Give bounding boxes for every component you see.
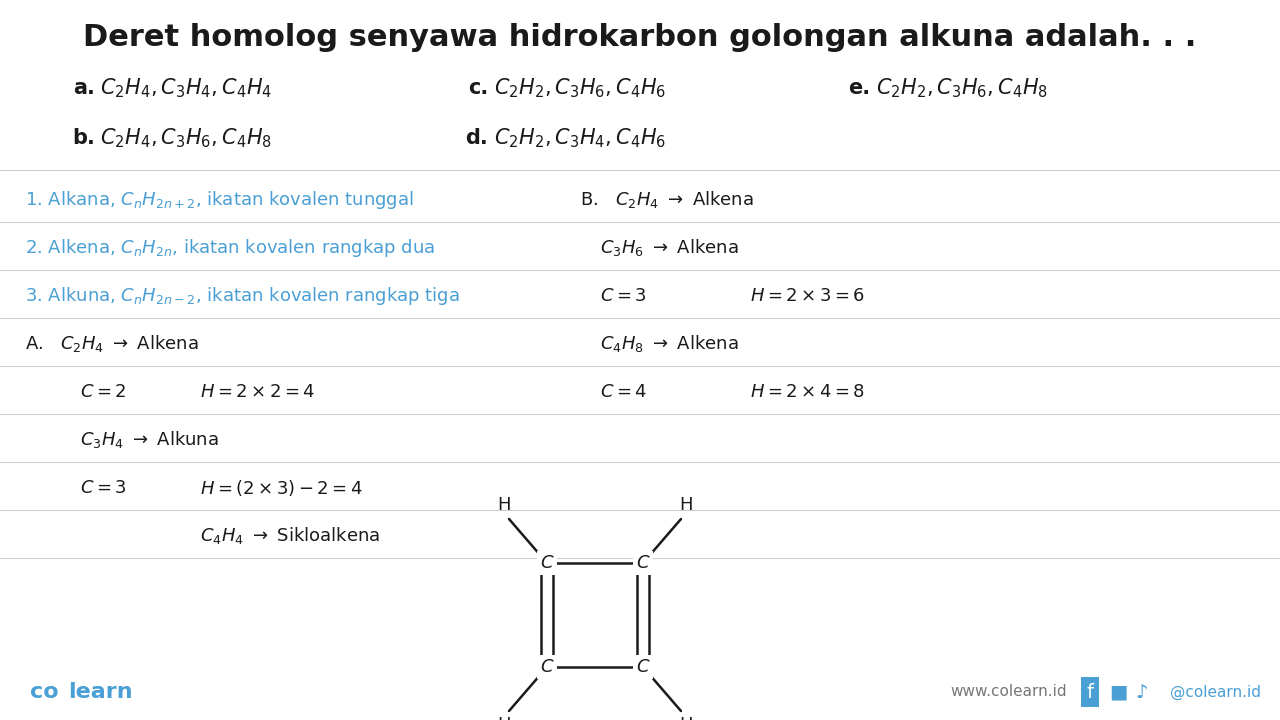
Text: f: f xyxy=(1087,683,1093,701)
Text: $C = 4$: $C = 4$ xyxy=(600,383,648,401)
Text: A.   $C_2H_4\ \rightarrow$ Alkena: A. $C_2H_4\ \rightarrow$ Alkena xyxy=(26,333,198,354)
Text: H: H xyxy=(680,716,692,720)
Text: $C = 2$: $C = 2$ xyxy=(79,383,127,401)
Text: 2. Alkena, $C_nH_{2n}$, ikatan kovalen rangkap dua: 2. Alkena, $C_nH_{2n}$, ikatan kovalen r… xyxy=(26,237,435,259)
Text: $C = 3$: $C = 3$ xyxy=(79,479,127,497)
Text: H: H xyxy=(680,496,692,514)
Text: $C$: $C$ xyxy=(540,658,554,676)
Text: Deret homolog senyawa hidrokarbon golongan alkuna adalah. . .: Deret homolog senyawa hidrokarbon golong… xyxy=(83,24,1197,53)
Text: $C_2H_2, C_3H_6, C_4H_6$: $C_2H_2, C_3H_6, C_4H_6$ xyxy=(494,76,666,100)
Text: $H = 2 \times 3 = 6$: $H = 2 \times 3 = 6$ xyxy=(750,287,865,305)
Text: H: H xyxy=(497,716,511,720)
Text: co: co xyxy=(29,682,59,702)
Text: $C_2H_4, C_3H_4, C_4H_4$: $C_2H_4, C_3H_4, C_4H_4$ xyxy=(100,76,273,100)
Text: B.   $C_2H_4\ \rightarrow$ Alkena: B. $C_2H_4\ \rightarrow$ Alkena xyxy=(580,189,754,210)
Text: $C$: $C$ xyxy=(636,658,650,676)
Text: www.colearn.id: www.colearn.id xyxy=(950,685,1066,700)
Text: 3. Alkuna, $C_nH_{2n-2}$, ikatan kovalen rangkap tiga: 3. Alkuna, $C_nH_{2n-2}$, ikatan kovalen… xyxy=(26,285,460,307)
Text: $C_2H_2, C_3H_4, C_4H_6$: $C_2H_2, C_3H_4, C_4H_6$ xyxy=(494,126,666,150)
Text: e.: e. xyxy=(847,78,870,98)
Text: $C$: $C$ xyxy=(636,554,650,572)
Text: learn: learn xyxy=(68,682,133,702)
Text: $C_3H_6\ \rightarrow$ Alkena: $C_3H_6\ \rightarrow$ Alkena xyxy=(600,238,739,258)
Text: $C_2H_4, C_3H_6, C_4H_8$: $C_2H_4, C_3H_6, C_4H_8$ xyxy=(100,126,271,150)
Text: c.: c. xyxy=(467,78,488,98)
Text: $C = 3$: $C = 3$ xyxy=(600,287,646,305)
Text: $C_3H_4\ \rightarrow$ Alkuna: $C_3H_4\ \rightarrow$ Alkuna xyxy=(79,430,219,451)
Text: H: H xyxy=(497,496,511,514)
Text: @colearn.id: @colearn.id xyxy=(1170,685,1261,700)
Text: ■: ■ xyxy=(1108,683,1128,701)
Text: $H = 2 \times 4 = 8$: $H = 2 \times 4 = 8$ xyxy=(750,383,865,401)
Text: ♪: ♪ xyxy=(1135,683,1148,701)
Text: $C_2H_2, C_3H_6, C_4H_8$: $C_2H_2, C_3H_6, C_4H_8$ xyxy=(876,76,1048,100)
Text: $C$: $C$ xyxy=(540,554,554,572)
Text: $H = 2 \times 2 = 4$: $H = 2 \times 2 = 4$ xyxy=(200,383,315,401)
Text: $C_4H_8\ \rightarrow$ Alkena: $C_4H_8\ \rightarrow$ Alkena xyxy=(600,333,739,354)
Text: d.: d. xyxy=(465,128,488,148)
Text: b.: b. xyxy=(72,128,95,148)
Text: $C_4H_4\ \rightarrow$ Sikloalkena: $C_4H_4\ \rightarrow$ Sikloalkena xyxy=(200,526,380,546)
Text: 1. Alkana, $C_nH_{2n+2}$, ikatan kovalen tunggal: 1. Alkana, $C_nH_{2n+2}$, ikatan kovalen… xyxy=(26,189,413,211)
Text: $H = (2 \times 3) - 2 = 4$: $H = (2 \times 3) - 2 = 4$ xyxy=(200,478,362,498)
Text: a.: a. xyxy=(73,78,95,98)
